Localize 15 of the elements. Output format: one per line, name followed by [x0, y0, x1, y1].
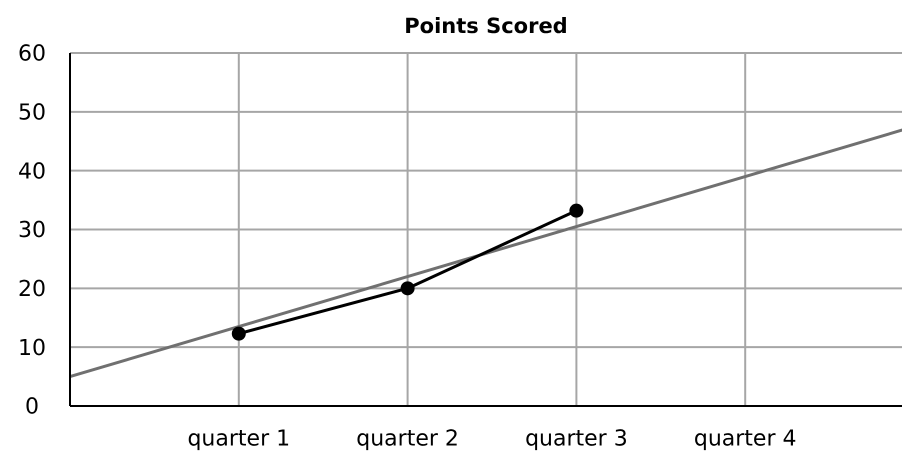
point: [400, 281, 415, 296]
y-tick-label: 20: [18, 277, 46, 302]
y-tick-label: 0: [25, 394, 39, 420]
point: [232, 326, 246, 341]
x-tick-label: quarter 4: [694, 426, 797, 451]
y-tick-label: 50: [18, 100, 46, 126]
y-tick-label: 30: [18, 218, 46, 244]
x-tick-label: quarter 1: [187, 426, 290, 451]
y-tick-label: 10: [18, 336, 46, 361]
y-tick-label: 40: [18, 159, 46, 184]
x-tick-label: quarter 3: [525, 426, 628, 451]
x-tick-label: quarter 2: [356, 426, 459, 451]
point: [569, 204, 584, 218]
chart-title: Points Scored: [404, 14, 568, 38]
y-tick-label: 60: [18, 42, 46, 67]
